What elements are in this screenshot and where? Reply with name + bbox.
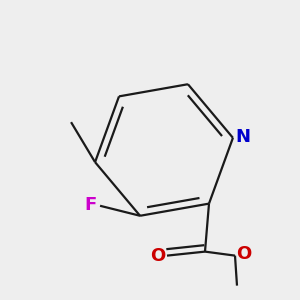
Text: N: N bbox=[236, 128, 250, 146]
Text: O: O bbox=[236, 245, 251, 263]
Text: O: O bbox=[151, 248, 166, 266]
Text: F: F bbox=[84, 196, 96, 214]
